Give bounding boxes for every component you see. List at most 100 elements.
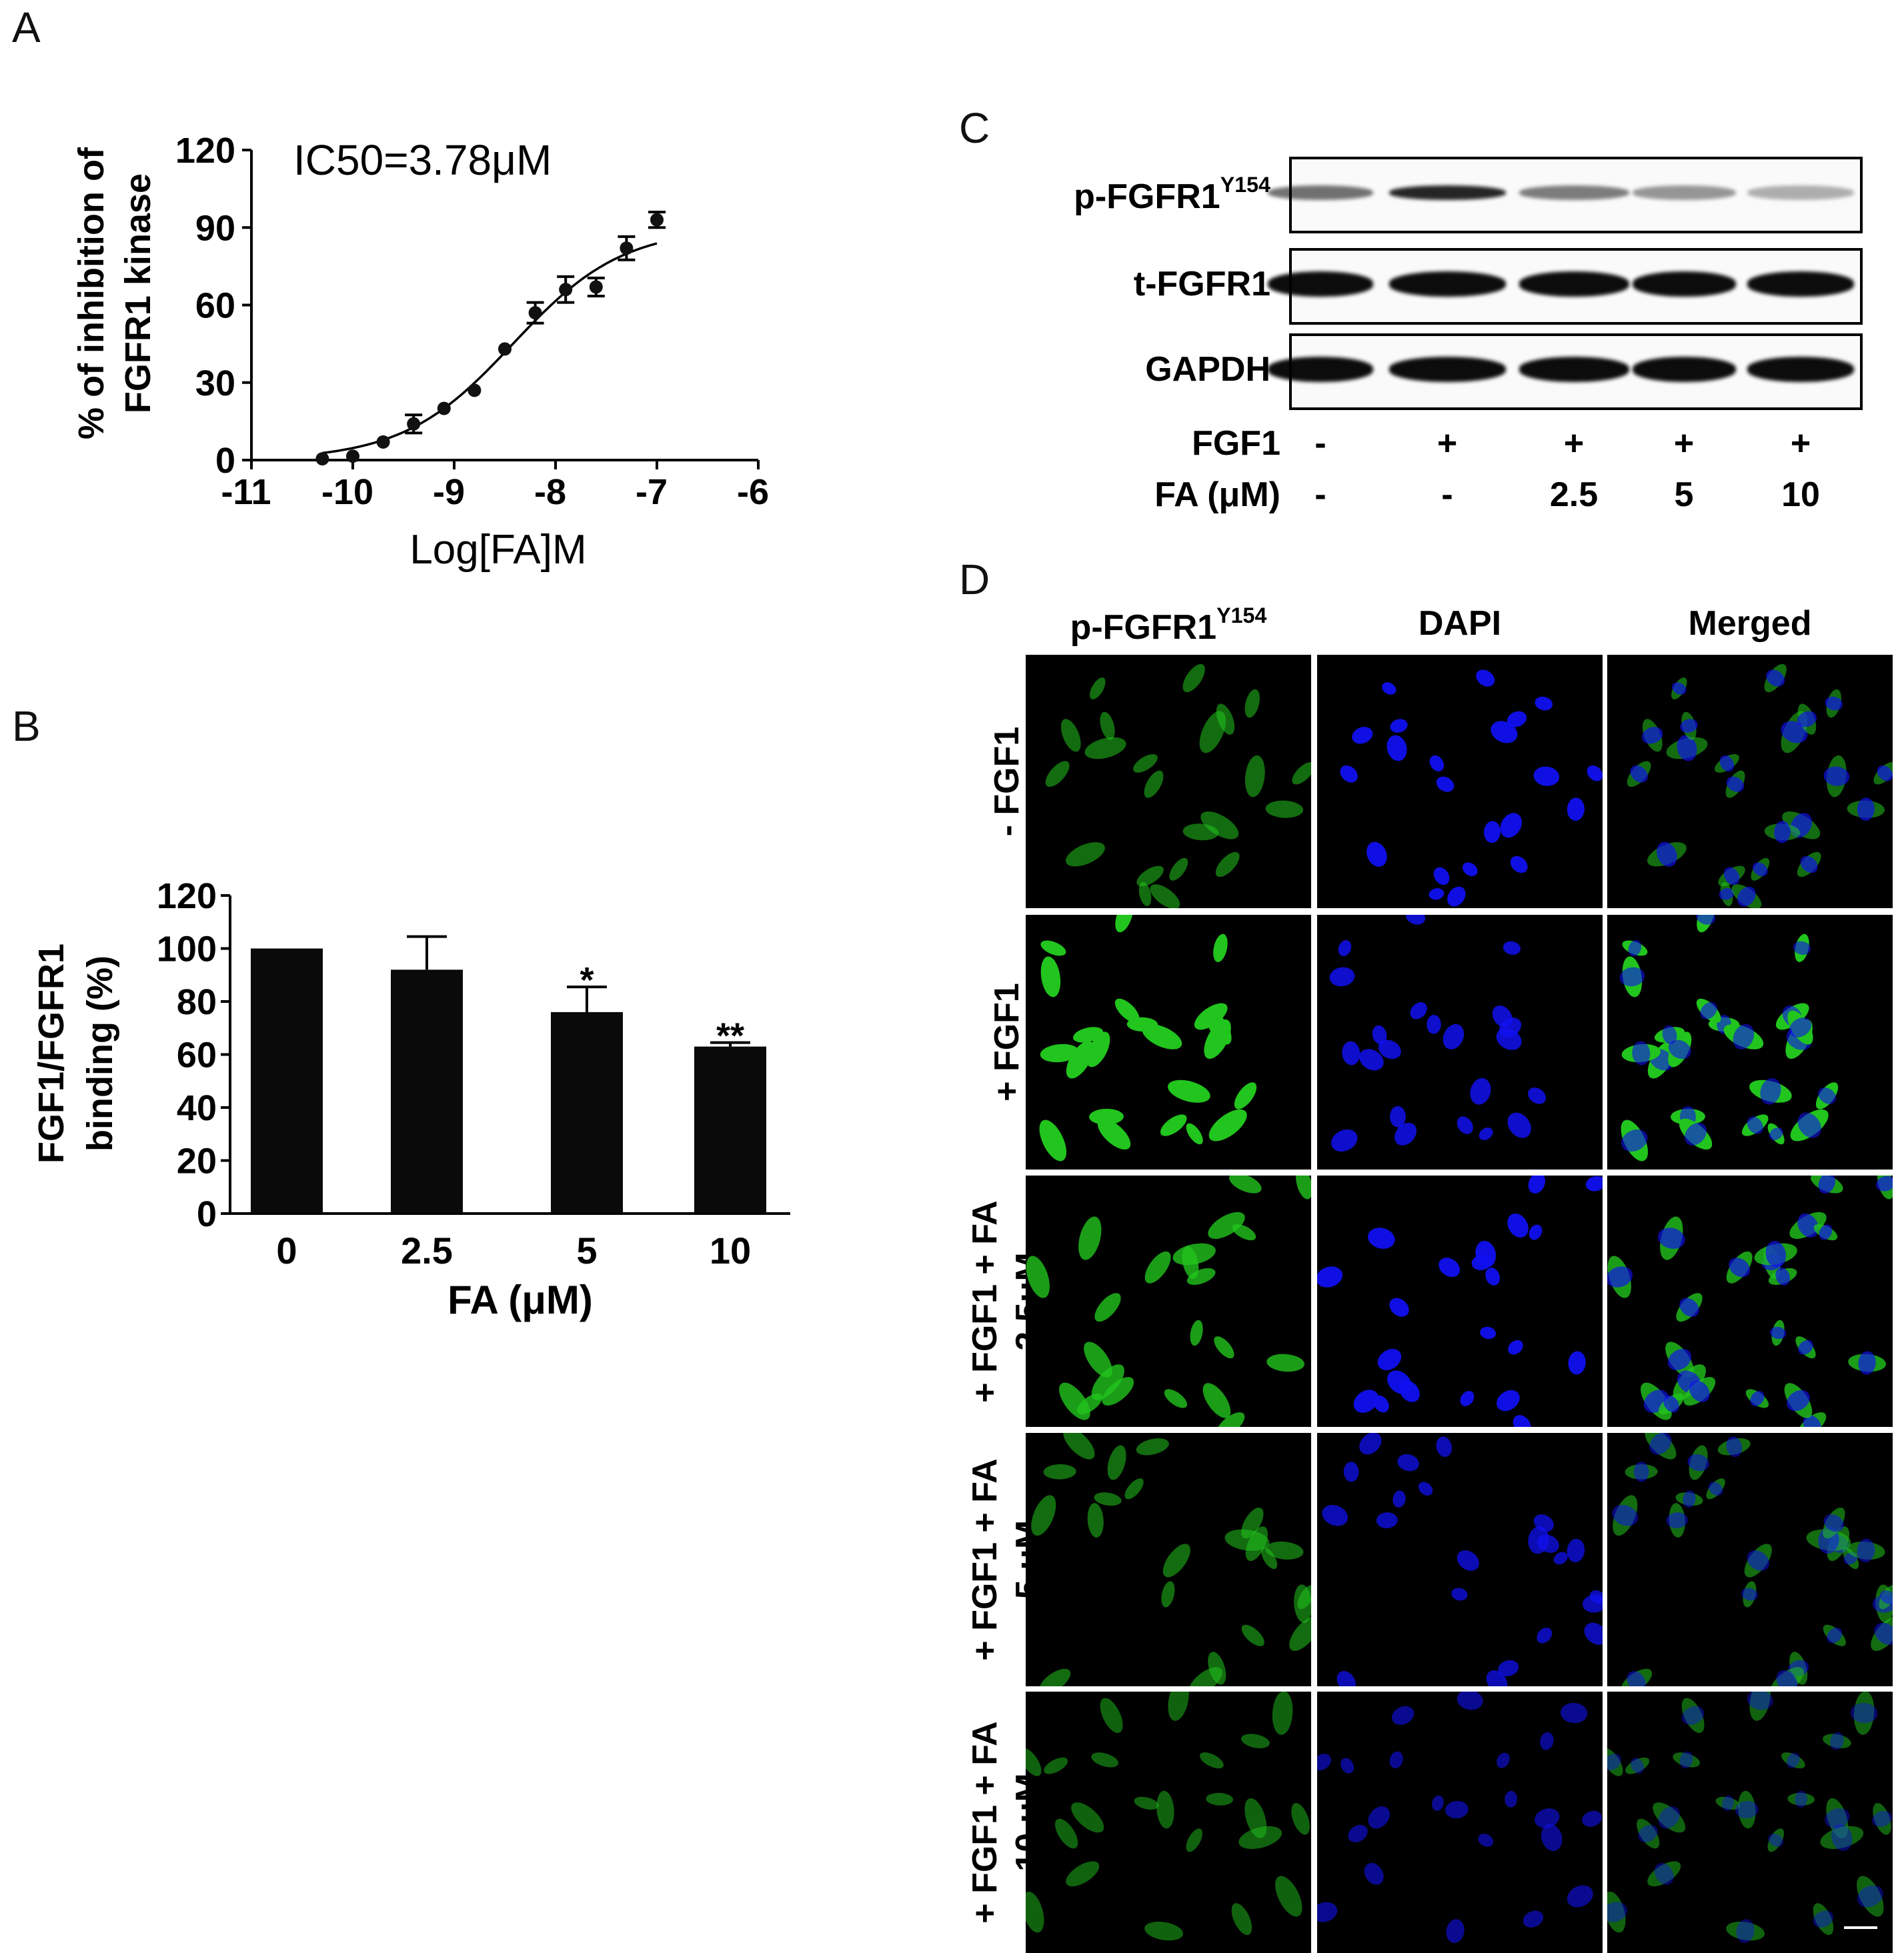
condition-label: FGF1 <box>1192 424 1280 463</box>
x-tick-label: 2.5 <box>401 1230 453 1272</box>
nucleus <box>1523 1910 1544 1928</box>
nucleus <box>1672 682 1687 695</box>
nucleus <box>1433 867 1450 885</box>
green-cell <box>1161 1581 1175 1608</box>
x-axis-title: Log[FA]M <box>409 527 586 573</box>
column-header-text: Merged <box>1688 604 1812 643</box>
micrograph <box>1607 1692 1893 1943</box>
y-tick-label: 30 <box>195 363 235 403</box>
nucleus <box>1439 1258 1461 1278</box>
nucleus <box>1528 1088 1546 1104</box>
nucleus <box>1741 1588 1758 1601</box>
blot-band <box>1747 185 1854 200</box>
blot-band <box>1632 356 1736 382</box>
nucleus <box>1507 1112 1531 1138</box>
nucleus <box>1364 1862 1384 1885</box>
nucleus <box>1528 1526 1549 1554</box>
nucleus <box>1568 1351 1586 1375</box>
nucleus <box>1507 1213 1529 1238</box>
y-tick-label: 120 <box>175 131 235 171</box>
nucleus <box>1443 1024 1465 1050</box>
green-cell <box>1072 1027 1104 1043</box>
x-tick-label: -6 <box>737 472 769 512</box>
nucleus <box>1343 1462 1359 1482</box>
data-point <box>620 241 634 255</box>
green-cell <box>1066 842 1105 867</box>
nucleus <box>1432 1795 1444 1811</box>
green-cell <box>1063 1433 1095 1460</box>
nucleus <box>1426 1015 1441 1034</box>
nucleus <box>1797 1213 1819 1238</box>
y-tick-label: 40 <box>177 1088 217 1128</box>
nucleus <box>1658 1228 1685 1249</box>
data-point <box>437 401 451 415</box>
micrograph <box>1026 1692 1310 1941</box>
nucleus <box>1491 721 1518 743</box>
nucleus <box>1803 1415 1821 1427</box>
green-cell <box>1071 1802 1104 1833</box>
micrograph <box>1322 1433 1603 1686</box>
nucleus <box>1823 1514 1844 1532</box>
bar <box>391 969 463 1214</box>
blot-band <box>1632 185 1736 200</box>
panel-b-label: B <box>12 702 41 750</box>
row-label-line1: + FGF1 <box>987 983 1026 1102</box>
nucleus <box>1769 1128 1783 1140</box>
nucleus <box>1735 1800 1759 1819</box>
nucleus <box>1696 915 1716 925</box>
micrograph <box>1317 1176 1603 1427</box>
nucleus <box>1535 1808 1560 1828</box>
nucleus <box>1679 1751 1693 1769</box>
green-cell <box>1291 1803 1310 1835</box>
nucleus <box>1753 862 1768 877</box>
fit-curve <box>322 242 658 455</box>
green-cell <box>1208 1109 1247 1142</box>
nucleus <box>1800 855 1818 873</box>
nucleus <box>1389 1751 1403 1769</box>
data-point <box>528 306 542 320</box>
green-cell <box>1040 1044 1079 1063</box>
micrograph <box>1026 1176 1311 1427</box>
green-cell <box>1820 1826 1864 1850</box>
blot-band <box>1747 356 1854 382</box>
green-cell <box>1265 1541 1304 1560</box>
green-cell <box>1133 754 1158 773</box>
nucleus <box>1478 1834 1494 1847</box>
y-axis-title-line2: FGFR1 kinase <box>118 173 158 413</box>
blot-band <box>1632 271 1736 297</box>
nucleus <box>1359 1049 1384 1071</box>
nucleus <box>1445 1800 1469 1819</box>
green-cell <box>1026 1891 1044 1933</box>
nucleus <box>1348 1824 1368 1843</box>
condition-value: 5 <box>1674 475 1694 514</box>
nucleus <box>1436 776 1455 792</box>
nucleus <box>1510 855 1528 873</box>
green-cell <box>1172 1243 1216 1266</box>
nucleus <box>1631 1758 1645 1774</box>
nucleus <box>1582 1810 1603 1827</box>
green-cell <box>1164 1389 1188 1408</box>
green-cell <box>1066 1041 1094 1079</box>
green-cell <box>1292 761 1311 785</box>
green-channel-image <box>1026 1433 1311 1686</box>
green-channel-image <box>1026 655 1311 908</box>
condition-value: 10 <box>1781 475 1820 514</box>
green-cell <box>1206 1010 1232 1045</box>
blot-row-label-text: GAPDH <box>1145 349 1270 389</box>
nucleus <box>1589 1590 1603 1604</box>
nucleus <box>1632 1041 1651 1066</box>
nucleus <box>1537 1628 1553 1644</box>
green-cell <box>1241 1734 1270 1748</box>
merged-channel-image <box>1607 1692 1893 1953</box>
x-tick-label: -8 <box>534 472 566 512</box>
nucleus <box>1874 1622 1893 1645</box>
blot-row-label: GAPDH <box>1145 349 1270 389</box>
nucleus <box>1825 696 1843 711</box>
nucleus <box>1382 682 1396 695</box>
nucleus <box>1470 1078 1491 1105</box>
nucleus <box>1394 1122 1417 1146</box>
row-label-line1: + FGF1 + FA <box>966 1200 1004 1403</box>
x-tick-label: -9 <box>433 472 465 512</box>
nucleus <box>1322 1505 1348 1526</box>
green-cell <box>1297 1585 1311 1610</box>
